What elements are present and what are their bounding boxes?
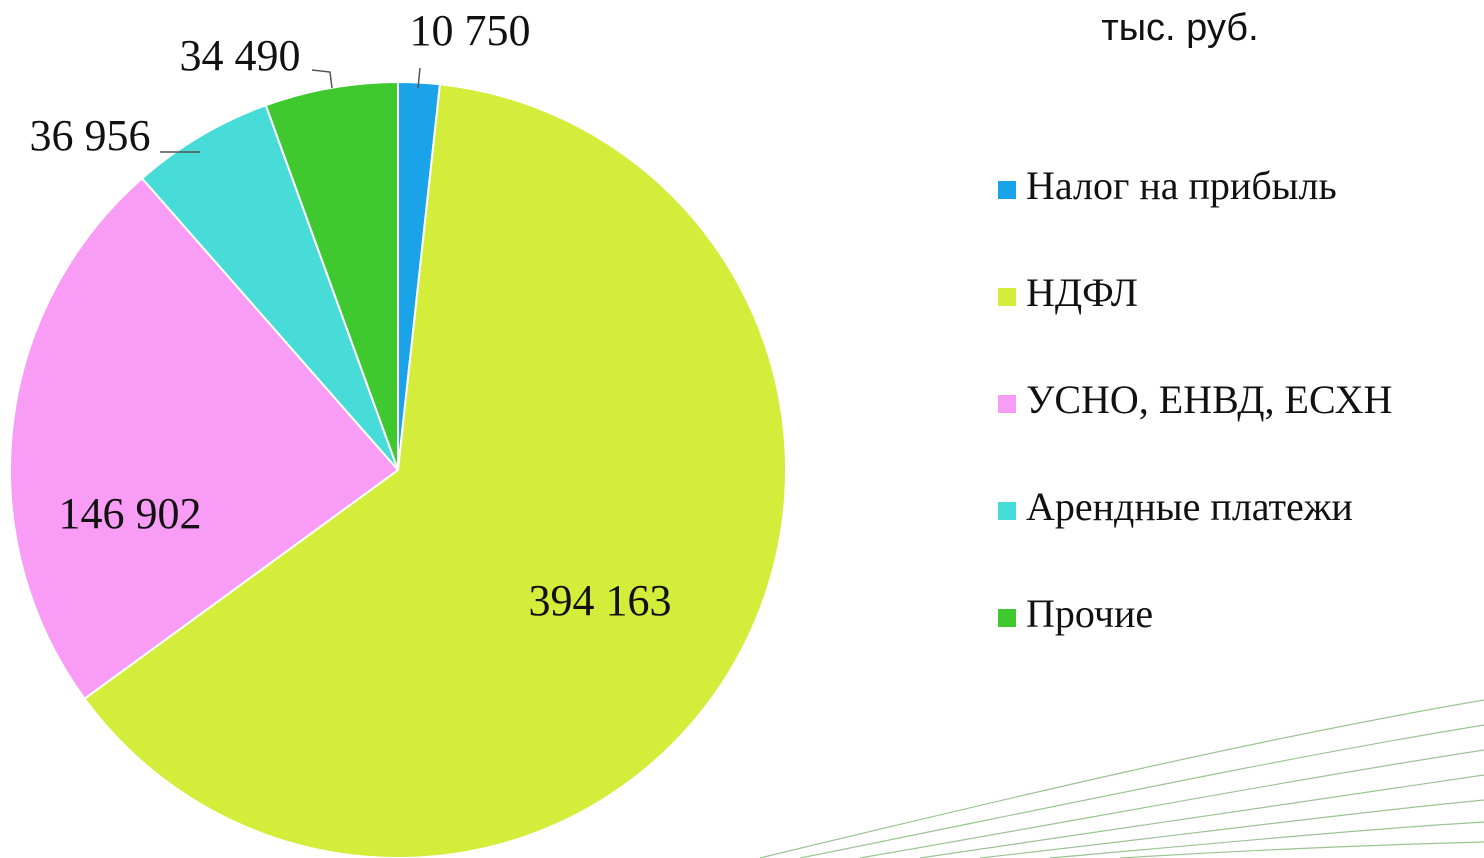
legend-swatch	[998, 395, 1016, 413]
data-label: 36 956	[30, 111, 151, 160]
data-label: 34 490	[180, 31, 301, 80]
decoration	[760, 700, 1484, 858]
leader-line	[312, 70, 332, 88]
legend-label: Прочие	[1026, 591, 1153, 636]
chart: тыс. руб. 10 750 394 163 146 902 36 956 34 4…	[0, 0, 1484, 858]
legend-label: Налог на прибыль	[1026, 163, 1337, 208]
legend-swatch	[998, 181, 1016, 199]
data-label: 146 902	[59, 489, 202, 538]
legend-label: Арендные платежи	[1026, 484, 1353, 529]
subtitle: тыс. руб.	[1101, 7, 1258, 49]
legend-label: НДФЛ	[1026, 270, 1138, 315]
legend-label: УСНО, ЕНВД, ЕСХН	[1026, 377, 1392, 422]
data-label: 10 750	[410, 6, 531, 55]
legend-swatch	[998, 609, 1016, 627]
legend-swatch	[998, 502, 1016, 520]
legend-swatch	[998, 288, 1016, 306]
data-label: 394 163	[529, 576, 672, 625]
